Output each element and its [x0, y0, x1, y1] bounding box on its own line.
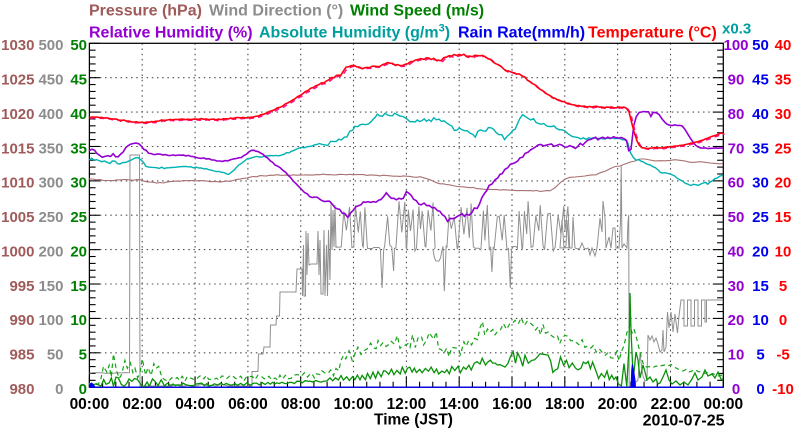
svg-text:300: 300 [38, 175, 63, 192]
svg-text:5: 5 [79, 347, 87, 364]
svg-text:150: 150 [38, 278, 63, 295]
svg-text:Temperature (°C): Temperature (°C) [588, 24, 717, 41]
svg-text:10: 10 [752, 312, 769, 329]
svg-text:0: 0 [55, 381, 63, 398]
svg-text:995: 995 [9, 278, 34, 295]
svg-text:500: 500 [38, 37, 63, 54]
svg-text:02:00: 02:00 [122, 396, 162, 413]
svg-text:22:00: 22:00 [651, 396, 691, 413]
svg-text:90: 90 [728, 72, 745, 89]
svg-text:40: 40 [775, 37, 792, 54]
svg-text:60: 60 [728, 175, 745, 192]
svg-text:350: 350 [38, 140, 63, 157]
svg-text:Wind Direction (°): Wind Direction (°) [209, 3, 343, 20]
svg-text:30: 30 [775, 106, 792, 123]
svg-text:1020: 1020 [1, 106, 34, 123]
svg-text:5: 5 [779, 278, 787, 295]
svg-text:35: 35 [775, 72, 792, 89]
svg-text:20: 20 [752, 243, 769, 260]
svg-text:5: 5 [756, 347, 764, 364]
svg-text:20:00: 20:00 [598, 396, 638, 413]
svg-text:18:00: 18:00 [545, 396, 585, 413]
svg-text:16:00: 16:00 [492, 396, 532, 413]
svg-text:25: 25 [752, 209, 769, 226]
svg-text:0: 0 [779, 312, 787, 329]
svg-text:250: 250 [38, 209, 63, 226]
svg-text:980: 980 [9, 381, 34, 398]
svg-text:1010: 1010 [1, 175, 34, 192]
svg-text:30: 30 [752, 175, 769, 192]
svg-text:20: 20 [70, 243, 87, 260]
svg-text:Wind Speed (m/s): Wind Speed (m/s) [350, 3, 484, 20]
svg-text:1030: 1030 [1, 37, 34, 54]
svg-text:40: 40 [728, 243, 745, 260]
svg-text:20: 20 [775, 175, 792, 192]
svg-text:1005: 1005 [1, 209, 34, 226]
svg-text:15: 15 [70, 278, 87, 295]
svg-text:100: 100 [723, 37, 748, 54]
svg-text:00:00: 00:00 [70, 396, 110, 413]
svg-text:35: 35 [752, 140, 769, 157]
svg-text:985: 985 [9, 347, 34, 364]
svg-text:Absolute Humidity (g/m3): Absolute Humidity (g/m3) [259, 22, 450, 41]
svg-text:10: 10 [70, 312, 87, 329]
svg-text:30: 30 [70, 175, 87, 192]
svg-text:Rain Rate(mm/h): Rain Rate(mm/h) [458, 24, 585, 41]
svg-text:x0.3: x0.3 [722, 21, 751, 38]
svg-text:-10: -10 [772, 381, 794, 398]
svg-text:0: 0 [79, 381, 87, 398]
svg-text:Pressure (hPa): Pressure (hPa) [89, 3, 202, 20]
svg-text:12:00: 12:00 [387, 396, 427, 413]
svg-text:200: 200 [38, 243, 63, 260]
svg-text:25: 25 [70, 209, 87, 226]
svg-text:1000: 1000 [1, 243, 34, 260]
svg-text:30: 30 [728, 278, 745, 295]
svg-text:35: 35 [70, 140, 87, 157]
svg-text:-5: -5 [776, 347, 789, 364]
svg-text:00:00: 00:00 [703, 396, 743, 413]
svg-text:Relative Humidity (%): Relative Humidity (%) [89, 24, 253, 41]
svg-text:50: 50 [70, 37, 87, 54]
svg-text:10: 10 [728, 347, 745, 364]
svg-text:04:00: 04:00 [175, 396, 215, 413]
svg-text:08:00: 08:00 [281, 396, 321, 413]
svg-text:14:00: 14:00 [439, 396, 479, 413]
svg-text:45: 45 [70, 72, 87, 89]
svg-text:80: 80 [728, 106, 745, 123]
svg-text:0: 0 [756, 381, 764, 398]
svg-text:50: 50 [752, 37, 769, 54]
svg-text:45: 45 [752, 72, 769, 89]
svg-text:40: 40 [70, 106, 87, 123]
svg-text:20: 20 [728, 312, 745, 329]
svg-text:10: 10 [775, 243, 792, 260]
svg-text:0: 0 [732, 381, 740, 398]
svg-text:1015: 1015 [1, 140, 34, 157]
svg-text:70: 70 [728, 140, 745, 157]
svg-text:Time (JST): Time (JST) [374, 412, 453, 429]
svg-text:50: 50 [728, 209, 745, 226]
svg-text:06:00: 06:00 [228, 396, 268, 413]
svg-text:100: 100 [38, 312, 63, 329]
svg-text:450: 450 [38, 72, 63, 89]
svg-text:2010-07-25: 2010-07-25 [643, 413, 725, 430]
svg-text:50: 50 [47, 347, 64, 364]
svg-text:1025: 1025 [1, 72, 34, 89]
svg-text:15: 15 [752, 278, 769, 295]
svg-text:40: 40 [752, 106, 769, 123]
svg-text:400: 400 [38, 106, 63, 123]
svg-text:10:00: 10:00 [334, 396, 374, 413]
svg-text:990: 990 [9, 312, 34, 329]
svg-text:25: 25 [775, 140, 792, 157]
svg-text:15: 15 [775, 209, 792, 226]
